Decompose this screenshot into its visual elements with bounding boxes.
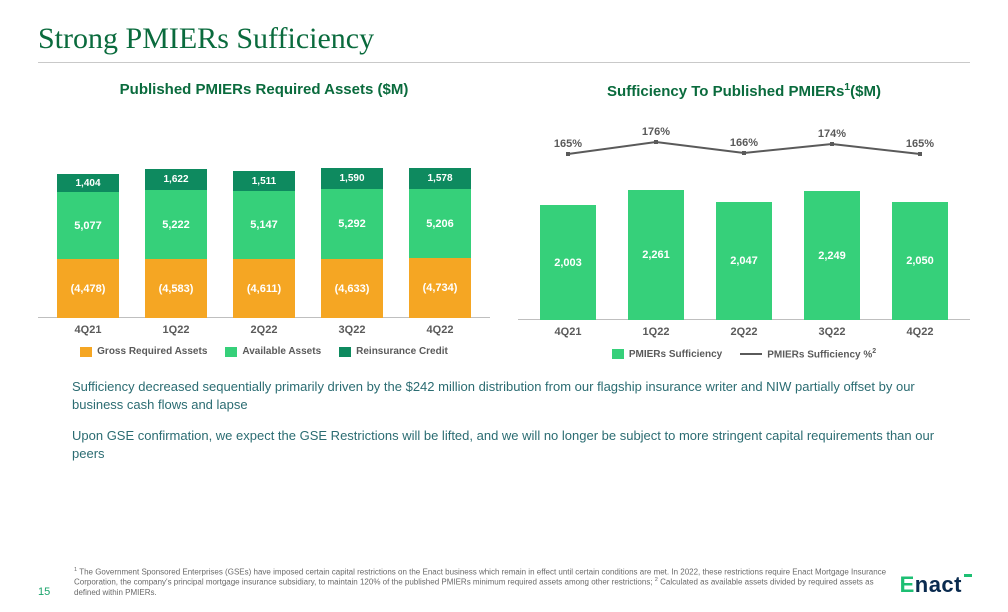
bar-rect: 2,003 — [540, 205, 596, 320]
stacked-bar: (4,611)5,1471,511 — [233, 171, 295, 318]
pct-label: 176% — [642, 126, 670, 138]
bar: 2,249 — [804, 191, 860, 320]
stacked-bar: (4,734)5,2061,578 — [409, 168, 471, 318]
xlabel: 1Q22 — [628, 326, 684, 338]
left-chart-legend: Gross Required Assets Available Assets R… — [38, 346, 490, 357]
left-chart-area: (4,478)5,0771,404 (4,583)5,2221,622 (4,611… — [38, 112, 490, 318]
body-para-2: Upon GSE confirmation, we expect the GSE… — [72, 427, 948, 462]
xlabel: 2Q22 — [233, 324, 295, 336]
stacked-bar: (4,583)5,2221,622 — [145, 169, 207, 318]
left-chart-title: Published PMIERs Required Assets ($M) — [38, 81, 490, 98]
stacked-bar: (4,633)5,2921,590 — [321, 168, 383, 318]
bar-segment-reins: 1,578 — [409, 168, 471, 189]
swatch-reins — [339, 347, 351, 357]
logo: Enact — [900, 572, 970, 598]
bar: 2,050 — [892, 202, 948, 320]
page-number: 15 — [38, 586, 62, 598]
bar-segment-gross: (4,478) — [57, 259, 119, 318]
footer: 15 1 The Government Sponsored Enterprise… — [0, 567, 1008, 598]
bar-rect: 2,249 — [804, 191, 860, 320]
bar-segment-gross: (4,734) — [409, 258, 471, 318]
xlabel: 2Q22 — [716, 326, 772, 338]
swatch-bars — [612, 349, 624, 359]
bar: 2,261 — [628, 190, 684, 320]
bar-segment-reins: 1,622 — [145, 169, 207, 190]
xlabel: 3Q22 — [321, 324, 383, 336]
footnote: 1 The Government Sponsored Enterprises (… — [74, 567, 888, 598]
bar-rect: 2,261 — [628, 190, 684, 320]
logo-text-rest: nact — [915, 572, 962, 597]
bar-segment-avail: 5,206 — [409, 189, 471, 258]
stacked-bar: (4,478)5,0771,404 — [57, 174, 119, 318]
bar-segment-gross: (4,583) — [145, 259, 207, 318]
right-chart-legend: PMIERs Sufficiency PMIERs Sufficiency %2 — [518, 348, 970, 360]
body-para-1: Sufficiency decreased sequentially prima… — [72, 378, 948, 413]
legend-line: PMIERs Sufficiency %2 — [740, 348, 876, 360]
left-chart-xlabels: 4Q21 1Q22 2Q22 3Q22 4Q22 — [38, 318, 490, 336]
legend-bars-label: PMIERs Sufficiency — [629, 349, 722, 360]
swatch-line — [740, 353, 762, 355]
bar-segment-reins: 1,511 — [233, 171, 295, 191]
legend-gross-label: Gross Required Assets — [97, 346, 207, 357]
pct-label: 165% — [554, 138, 582, 150]
pct-label: 174% — [818, 128, 846, 140]
charts-row: Published PMIERs Required Assets ($M) (4… — [0, 63, 1008, 360]
bar: 2,003 — [540, 205, 596, 320]
bar-segment-gross: (4,633) — [321, 259, 383, 318]
right-chart-panel: Sufficiency To Published PMIERs1($M) 2,0… — [518, 81, 970, 360]
legend-reins-label: Reinsurance Credit — [356, 346, 448, 357]
xlabel: 4Q22 — [892, 326, 948, 338]
pct-label: 166% — [730, 137, 758, 149]
legend-bars: PMIERs Sufficiency — [612, 349, 722, 360]
bar-segment-reins: 1,404 — [57, 174, 119, 192]
swatch-avail — [225, 347, 237, 357]
bar-segment-gross: (4,611) — [233, 259, 295, 318]
right-chart-xlabels: 4Q21 1Q22 2Q22 3Q22 4Q22 — [518, 320, 970, 338]
legend-gross: Gross Required Assets — [80, 346, 207, 357]
logo-accent: E — [900, 572, 915, 597]
pct-label: 165% — [906, 138, 934, 150]
legend-avail: Available Assets — [225, 346, 321, 357]
xlabel: 3Q22 — [804, 326, 860, 338]
legend-avail-label: Available Assets — [242, 346, 321, 357]
xlabel: 4Q22 — [409, 324, 471, 336]
legend-line-label: PMIERs Sufficiency %2 — [767, 348, 876, 360]
left-chart-panel: Published PMIERs Required Assets ($M) (4… — [38, 81, 490, 360]
legend-reins: Reinsurance Credit — [339, 346, 448, 357]
right-chart-title: Sufficiency To Published PMIERs1($M) — [518, 81, 970, 100]
bar-segment-avail: 5,077 — [57, 192, 119, 259]
bar-rect: 2,050 — [892, 202, 948, 320]
bar-segment-reins: 1,590 — [321, 168, 383, 189]
page-title: Strong PMIERs Sufficiency — [0, 0, 1008, 62]
body-text: Sufficiency decreased sequentially prima… — [0, 360, 1008, 462]
bar-segment-avail: 5,222 — [145, 190, 207, 259]
xlabel: 4Q21 — [540, 326, 596, 338]
bar-rect: 2,047 — [716, 202, 772, 320]
xlabel: 4Q21 — [57, 324, 119, 336]
bar-segment-avail: 5,147 — [233, 191, 295, 259]
swatch-gross — [80, 347, 92, 357]
bar: 2,047 — [716, 202, 772, 320]
right-chart-area: 2,003 2,261 2,047 2,249 2,050 165% 176% 166% 174… — [518, 114, 970, 320]
xlabel: 1Q22 — [145, 324, 207, 336]
bar-segment-avail: 5,292 — [321, 189, 383, 259]
